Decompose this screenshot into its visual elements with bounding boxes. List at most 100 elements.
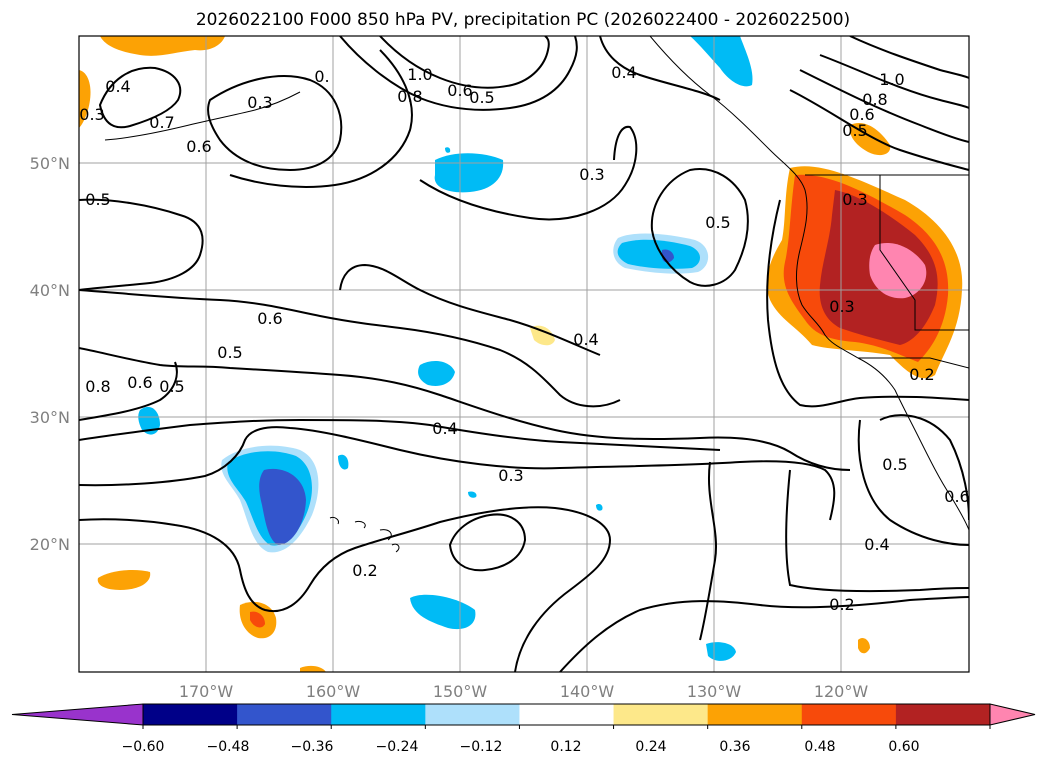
precip-blob-south-small (300, 665, 326, 672)
contour-label: 0.6 (127, 373, 152, 392)
colorbar-segments (11, 703, 1036, 726)
precip-blob-dry-small-4 (596, 503, 603, 511)
precip-blob-dry-north (690, 36, 753, 87)
precip-blob-dry-center (418, 360, 455, 386)
map-frame (78, 35, 970, 673)
coastlines (104, 36, 969, 553)
contour-label: 0.5 (469, 88, 494, 107)
lat-label-40n: 40°N (30, 281, 70, 300)
colorbar-segment (801, 704, 897, 725)
lat-label-20n: 20°N (30, 535, 70, 554)
colorbar-segment (613, 704, 709, 725)
colorbar-tick-label: −0.12 (460, 739, 503, 755)
lon-label-140w: 140°W (560, 682, 615, 701)
precip-blob-se-small (858, 637, 870, 654)
pv-contour (799, 69, 969, 143)
north-america-coastline (649, 36, 969, 531)
colorbar-tick-label: −0.60 (122, 739, 165, 755)
colorbar-tick-label: −0.48 (207, 739, 250, 755)
pv-contour (207, 75, 343, 172)
precip-blob-hawaii-west (97, 570, 151, 590)
pv-contour (879, 414, 969, 521)
colorbar-segment (707, 704, 803, 725)
pv-contour (819, 54, 969, 109)
pv-contour (79, 506, 612, 672)
contour-label: 0.4 (432, 419, 457, 438)
colorbar-segment (425, 704, 520, 725)
map-layers: 0.4 0.3 0.7 0.6 0.3 0.5 0. 1.0 0.8 0.6 0… (79, 36, 969, 672)
contour-label: 0.6 (447, 81, 472, 100)
colorbar-segment (237, 704, 332, 725)
contour-label: 0.3 (842, 190, 867, 209)
precip-blob-west-coast-pink (869, 242, 927, 299)
precip-blob-dry-small-1 (338, 454, 349, 470)
contour-label: 0.3 (829, 297, 854, 316)
contour-label: 0.8 (397, 87, 422, 106)
contour-label: 0.5 (159, 377, 184, 396)
pv-contour (79, 347, 851, 471)
longitude-labels: 170°W 160°W 150°W 140°W 130°W 120°W (179, 682, 869, 701)
contour-label: 0.5 (882, 455, 907, 474)
contour-label: 0.6 (257, 309, 282, 328)
pv-contour (857, 419, 969, 546)
latitude-labels: 50°N 40°N 30°N 20°N (30, 154, 70, 554)
us-border-south (858, 357, 969, 369)
contour-label: 0.2 (909, 365, 934, 384)
pv-contour (419, 125, 638, 221)
colorbar-extend-min (11, 703, 144, 726)
contour-label: 0.6 (186, 137, 211, 156)
precip-blob-center-yellow (530, 325, 555, 346)
pv-contour (339, 263, 601, 356)
contour-label: 0.7 (149, 113, 174, 132)
lat-label-30n: 30°N (30, 408, 70, 427)
pv-contour (699, 461, 717, 641)
precip-blob-dry-small-3 (468, 491, 477, 498)
hawaii-islands (329, 517, 400, 553)
figure-title: 2026022100 F000 850 hPa PV, precipitatio… (196, 10, 850, 30)
pv-contour (559, 596, 969, 672)
colorbar-segment (895, 704, 991, 725)
pv-contour (448, 513, 527, 572)
lon-label-130w: 130°W (687, 682, 742, 701)
colorbar-frame (142, 703, 991, 726)
graticule (79, 36, 969, 672)
contour-label: 0.2 (352, 561, 377, 580)
pv-contour (789, 89, 969, 171)
colorbar-segment (519, 704, 615, 725)
contour-label: 0.3 (579, 165, 604, 184)
contour-label: 0.2 (829, 595, 854, 614)
contour-label: 0.8 (85, 377, 110, 396)
colorbar-segment (331, 704, 426, 725)
colorbar-tick-label: 0.48 (804, 739, 835, 755)
precip-blob-dry-hawaii (410, 594, 476, 630)
colorbar-extend-max (989, 703, 1036, 726)
aleutian-islands (104, 91, 301, 141)
contour-label: 0.6 (944, 487, 969, 506)
pv-contour (79, 198, 204, 291)
colorbar-tick-label: −0.24 (376, 739, 419, 755)
pv-contours (79, 36, 969, 672)
pv-contour (339, 36, 578, 111)
colorbar-tick-labels: −0.60 −0.48 −0.36 −0.24 −0.12 0.12 0.24 … (122, 739, 920, 755)
colorbar-ticks (142, 725, 991, 729)
contour-label: 0.5 (217, 343, 242, 362)
contour-label: 0.5 (705, 213, 730, 232)
lon-label-150w: 150°W (433, 682, 488, 701)
contour-label: 0.5 (85, 190, 110, 209)
lon-label-170w: 170°W (179, 682, 234, 701)
pv-contour (785, 469, 969, 593)
contour-labels: 0.4 0.3 0.7 0.6 0.3 0.5 0. 1.0 0.8 0.6 0… (79, 63, 969, 614)
contour-label: 0.4 (573, 330, 598, 349)
contour-label: 1.0 (407, 65, 432, 84)
pv-contour (766, 199, 969, 408)
lon-label-120w: 120°W (814, 682, 869, 701)
pv-contour (98, 66, 182, 129)
contour-label: 0.5 (842, 121, 867, 140)
colorbar-tick-label: 0.12 (550, 739, 581, 755)
pv-contour (229, 49, 413, 188)
precip-blob-dry-sw-core (259, 468, 306, 545)
colorbar-tick-label: 0.60 (888, 739, 919, 755)
colorbar: −0.60 −0.48 −0.36 −0.24 −0.12 0.12 0.24 … (11, 703, 1036, 755)
precip-blob-dry-small-5 (445, 147, 451, 153)
